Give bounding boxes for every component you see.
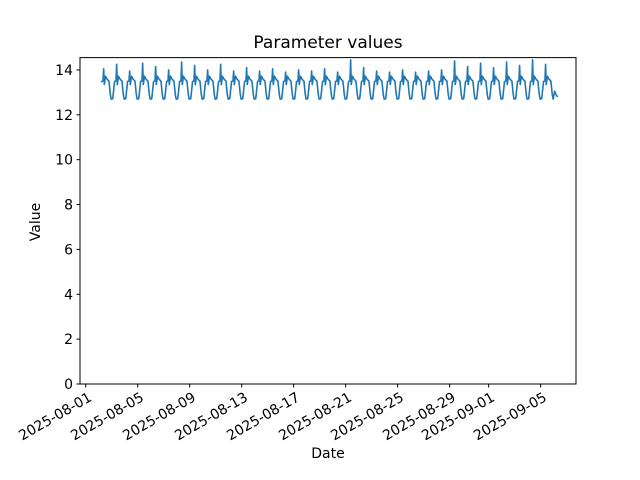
y-tick-label: 2 [64, 332, 73, 348]
axes-frame [79, 57, 577, 385]
y-tick-label: 4 [64, 287, 73, 303]
y-tick-label: 0 [64, 377, 73, 393]
x-axis-title: Date [311, 446, 345, 462]
y-tick-label: 14 [55, 63, 73, 79]
y-tick-label: 12 [55, 108, 73, 124]
y-tick-label: 8 [64, 198, 73, 214]
y-tick-label: 10 [55, 153, 73, 169]
chart-title: Parameter values [253, 33, 403, 53]
data-line [100, 59, 559, 100]
y-tick-label: 6 [64, 242, 73, 258]
